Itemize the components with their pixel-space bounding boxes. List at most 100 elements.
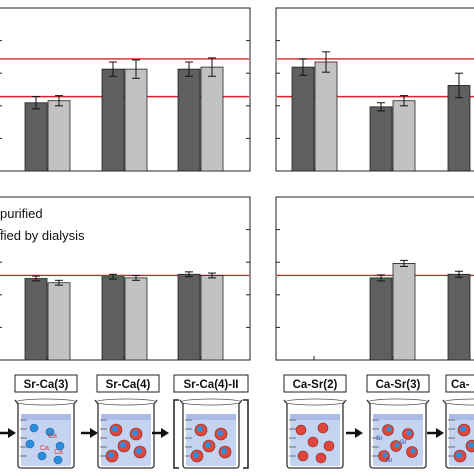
process-arrows xyxy=(0,428,444,438)
beaker-sr-ca-4-core-4 xyxy=(108,452,114,458)
bracket-right xyxy=(243,399,249,469)
label-box-ca-sr-2 xyxy=(283,374,347,393)
beaker-ca-sr-3-inner-2 xyxy=(394,442,400,448)
bar-top-left-s0-g0 xyxy=(24,102,48,172)
beaker-ca-sr-2-particle-1 xyxy=(317,422,329,434)
beaker-ca-sr-3-ion-1: Sr xyxy=(400,439,407,446)
beaker-sr-ca-4-ii-core-4 xyxy=(193,452,199,458)
beaker-sr-ca-4-core-3 xyxy=(136,448,142,454)
beaker-ca-sr-3-inner-4 xyxy=(382,452,388,458)
beaker-ca-sr-3-liquid-surface xyxy=(373,414,423,420)
beaker-ca-sr-2-particle-2 xyxy=(307,436,319,448)
label-box-sr-ca-4 xyxy=(96,374,160,393)
beaker-ca-sr-3-ion-0: Sr xyxy=(376,435,383,442)
beaker-sr-ca-4-ii xyxy=(179,398,243,469)
label-box-sr-ca-3 xyxy=(14,374,78,393)
bar-top-left-s0-g2 xyxy=(177,68,201,172)
beaker-ca-sr-3-inner-1 xyxy=(406,430,412,436)
label-box-ca-sr-3 xyxy=(366,374,430,393)
arrow-2 xyxy=(81,428,98,438)
bar-bottom-left-s1-g2 xyxy=(200,275,224,361)
arrow-5 xyxy=(427,428,444,438)
legend-entry-dialysis: fied by dialysis xyxy=(0,228,85,243)
bar-bottom-right-s0-g2 xyxy=(447,273,471,361)
beaker-sr-ca-4-rim xyxy=(95,398,157,406)
beaker-sr-ca-4-glass xyxy=(94,399,158,469)
label-ca-sr-3: Ca-Sr(3) xyxy=(376,379,421,391)
beaker-ca-sr-2 xyxy=(283,398,347,469)
beaker-ca-sr-4-glass xyxy=(442,399,474,469)
beaker-ca-sr-2-glass xyxy=(283,399,347,469)
sample-labels-left: Sr-Ca(3) Sr-Ca(4) Sr-Ca(4)-II xyxy=(14,374,249,393)
beaker-sr-ca-3-particle-4 xyxy=(37,451,47,461)
legend: purified fied by dialysis xyxy=(0,206,85,243)
beaker-sr-ca-4-ii-core-1 xyxy=(217,430,223,436)
beaker-sr-ca-4 xyxy=(94,398,158,469)
beaker-sr-ca-3-ion-0: Ca xyxy=(48,433,57,440)
beaker-sr-ca-3-ion-1: Ca xyxy=(40,445,49,452)
beaker-sr-ca-3-particle-3 xyxy=(55,441,65,451)
beaker-ca-sr-4-core-2 xyxy=(468,442,474,448)
beaker-ca-sr-4-rim xyxy=(443,398,474,406)
bar-top-left-s1-g1 xyxy=(124,68,148,172)
beaker-ca-sr-4-liquid-surface xyxy=(449,414,474,420)
beaker-sr-ca-4-ii-glass xyxy=(179,399,243,469)
label-sr-ca-3: Sr-Ca(3) xyxy=(24,379,69,391)
beaker-ca-sr-3-rim xyxy=(367,398,429,406)
beaker-ca-sr-2-liquid-surface xyxy=(290,414,340,420)
beaker-ca-sr-2-particle-0 xyxy=(295,424,307,436)
bar-top-right-s1-g1 xyxy=(392,100,416,172)
legend-entry-purified: purified xyxy=(0,206,43,221)
beaker-sr-ca-3-ion-2: Ca xyxy=(54,449,63,456)
beaker-ca-sr-4-core-0 xyxy=(460,426,466,432)
beaker-sr-ca-3-rim xyxy=(15,398,77,406)
beaker-ca-sr-3-inner-0 xyxy=(386,426,392,432)
arrow-1 xyxy=(0,428,16,438)
beaker-sr-ca-3-liquid-surface xyxy=(21,414,71,420)
beaker-ca-sr-2-rim xyxy=(284,398,346,406)
beaker-ca-sr-3: Sr Sr Sr xyxy=(366,398,430,469)
bar-bottom-left-s0-g0 xyxy=(24,278,48,361)
label-ca-sr-4: Ca- xyxy=(451,379,470,391)
beaker-ca-sr-3-inner-3 xyxy=(410,448,416,454)
label-sr-ca-4: Sr-Ca(4) xyxy=(106,379,151,391)
beaker-sr-ca-3-particle-2 xyxy=(25,439,35,449)
bar-top-left-s1-g0 xyxy=(47,100,71,172)
chart-marks xyxy=(0,51,474,361)
bar-bottom-left-s1-g1 xyxy=(124,277,148,361)
label-box-sr-ca-4-ii xyxy=(173,374,249,393)
bar-top-right-s0-g0 xyxy=(291,66,315,172)
bar-top-right-s0-g2 xyxy=(447,85,471,172)
beaker-ca-sr-3-ion-2: Sr xyxy=(386,457,393,464)
arrow-4 xyxy=(346,428,363,438)
beaker-sr-ca-4-core-2 xyxy=(120,442,126,448)
beaker-ca-sr-2-particle-5 xyxy=(315,452,327,464)
bar-bottom-left-s0-g1 xyxy=(101,276,125,361)
bar-bottom-right-s1-g1 xyxy=(392,263,416,361)
beaker-sr-ca-4-core-1 xyxy=(132,430,138,436)
beaker-sr-ca-4-core-0 xyxy=(112,426,118,432)
bar-top-left-s0-g1 xyxy=(101,68,125,172)
bar-top-right-s1-g0 xyxy=(314,61,338,172)
label-ca-sr-2: Ca-Sr(2) xyxy=(293,379,338,391)
beaker-sr-ca-4-ii-liquid-surface xyxy=(186,414,236,420)
beaker-sr-ca-4-ii-rim xyxy=(180,398,242,406)
beaker-ca-sr-3-glass xyxy=(366,399,430,469)
bracket-left xyxy=(173,399,179,469)
bar-bottom-right-s0-g1 xyxy=(369,277,393,361)
bar-bottom-left-s0-g2 xyxy=(177,273,201,361)
beaker-sr-ca-4-ii-core-2 xyxy=(205,442,211,448)
sample-labels-right: Ca-Sr(2) Ca-Sr(3) Ca- xyxy=(283,374,474,393)
beaker-sr-ca-3-particle-5 xyxy=(53,455,63,465)
bar-top-left-s1-g2 xyxy=(200,66,224,172)
bar-bottom-left-s1-g0 xyxy=(47,282,71,361)
beaker-ca-sr-2-particle-3 xyxy=(323,440,335,452)
beaker-sr-ca-4-ii-core-3 xyxy=(221,448,227,454)
beaker-sr-ca-3-particle-1 xyxy=(45,427,55,437)
beaker-sr-ca-4-ii-core-0 xyxy=(197,426,203,432)
arrow-3 xyxy=(152,428,169,438)
beaker-sr-ca-3-glass xyxy=(14,399,78,469)
label-box-ca-sr-4 xyxy=(445,374,474,393)
beaker-ca-sr-4-core-4 xyxy=(456,452,462,458)
